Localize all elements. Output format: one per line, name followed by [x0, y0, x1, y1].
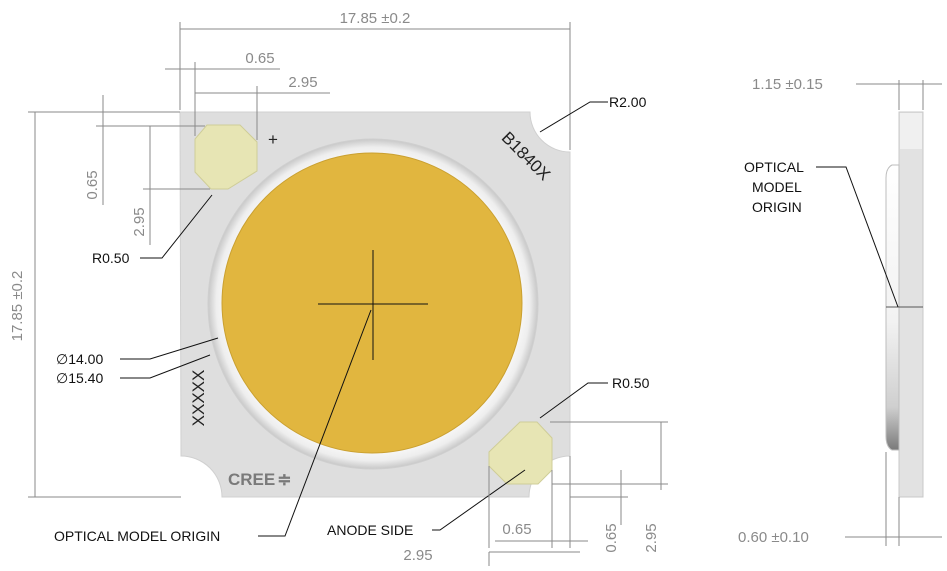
top-pad-x-offset-label: 0.65: [245, 50, 274, 67]
dam-diameter-leader: [120, 354, 211, 379]
les-diameter-label: ∅14.00: [56, 351, 103, 367]
les-diameter-leader: [120, 337, 219, 360]
pad-radius-bottom-label: R0.50: [612, 375, 650, 391]
height-dim-label: 17.85 ±0.2: [9, 271, 26, 342]
bottom-pad-height-label: 2.95: [643, 523, 660, 552]
front-view: + B1840X XXXXX CREE ≑ 17.85 ±0.2 0.65 2.9…: [9, 10, 668, 566]
optical-origin-leader: [258, 309, 372, 537]
top-left-pad: [194, 124, 258, 190]
side-origin-label-3: ORIGIN: [752, 199, 802, 215]
bottom-pad-x-offset-label: 0.65: [502, 521, 531, 538]
bottom-pad-width-label: 2.95: [403, 547, 432, 564]
side-origin-label-1: OPTICAL: [744, 159, 804, 175]
side-view: 1.15 ±0.15 0.60 ±0.10 OPTICAL MODEL ORIG…: [738, 76, 942, 546]
side-origin-label-2: MODEL: [752, 179, 802, 195]
pad-radius-top-label: R0.50: [92, 250, 130, 266]
side-substrate: [898, 111, 924, 498]
pad-radius-bottom-leader: [539, 382, 608, 419]
cree-logo: CREE ≑: [228, 470, 291, 489]
optical-origin-label: OPTICAL MODEL ORIGIN: [54, 528, 220, 544]
width-dim-label: 17.85 ±0.2: [340, 10, 411, 27]
phosphor-area: [221, 152, 523, 454]
lens-height-dim-label: 0.60 ±0.10: [738, 529, 809, 546]
side-substrate-shade: [900, 113, 922, 149]
top-pad-height-label: 2.95: [131, 207, 148, 236]
corner-radius-leader: [539, 101, 608, 133]
bottom-pad-y-offset-label: 0.65: [603, 523, 620, 552]
top-pad-width-label: 2.95: [288, 74, 317, 91]
anode-label: ANODE SIDE: [327, 522, 413, 538]
thickness-dim-label: 1.15 ±0.15: [752, 76, 823, 93]
dam-diameter-label: ∅15.40: [56, 370, 103, 386]
bottom-right-pad: [488, 421, 553, 485]
top-pad-y-offset-label: 0.65: [84, 170, 101, 199]
side-origin-leader: [816, 166, 899, 308]
plus-mark: +: [268, 130, 278, 149]
lot-marking: XXXXX: [189, 370, 208, 427]
anode-leader: [432, 469, 526, 531]
pad-radius-top-leader: [140, 194, 213, 259]
corner-radius-label: R2.00: [609, 94, 647, 110]
